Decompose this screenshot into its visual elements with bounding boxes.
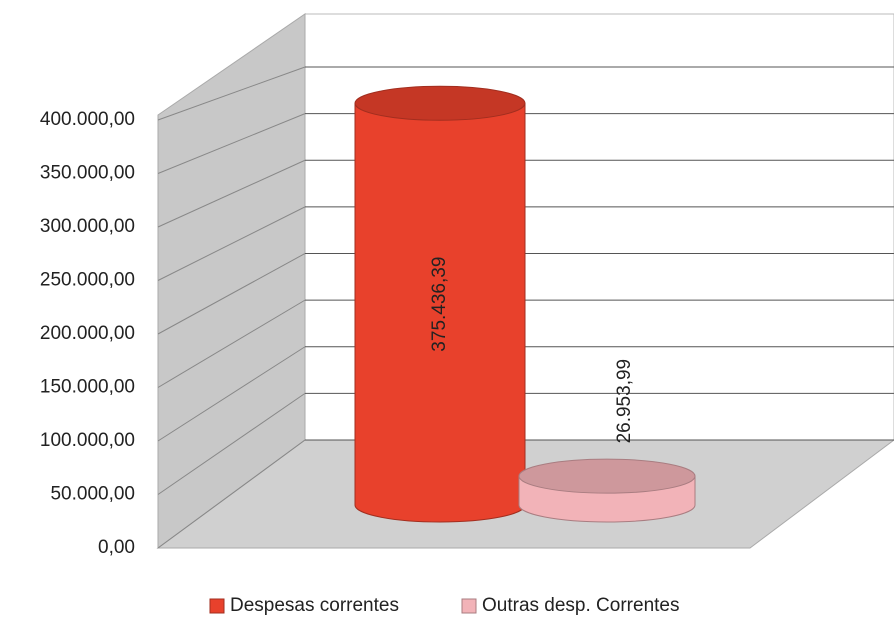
y-tick-label: 100.000,00 <box>40 430 135 451</box>
grid-line <box>157 299 306 388</box>
legend-swatch <box>209 598 225 614</box>
legend-label: Despesas correntes <box>230 595 399 616</box>
grid-line <box>157 253 306 335</box>
cylinder-top <box>354 85 526 121</box>
y-tick-label: 50.000,00 <box>50 484 135 505</box>
cylinder-top <box>518 458 696 494</box>
y-tick-label: 300.000,00 <box>40 216 135 237</box>
grid-line <box>157 392 306 495</box>
data-label: 375.436,39 <box>429 257 450 352</box>
grid-line <box>157 113 306 174</box>
grid-line <box>157 66 306 121</box>
legend-swatch <box>461 598 477 614</box>
legend-label: Outras desp. Correntes <box>482 595 679 616</box>
y-tick-label: 350.000,00 <box>40 163 135 184</box>
grid-line <box>157 439 306 549</box>
y-tick-label: 250.000,00 <box>40 270 135 291</box>
y-tick-label: 0,00 <box>98 537 135 558</box>
y-tick-label: 400.000,00 <box>40 109 135 130</box>
data-label: 26.953,99 <box>614 359 635 444</box>
grid-line <box>157 159 306 228</box>
y-tick-label: 200.000,00 <box>40 323 135 344</box>
grid-line <box>157 206 306 281</box>
grid-line <box>157 346 306 442</box>
cylinder-body <box>354 102 526 523</box>
y-tick-label: 150.000,00 <box>40 377 135 398</box>
